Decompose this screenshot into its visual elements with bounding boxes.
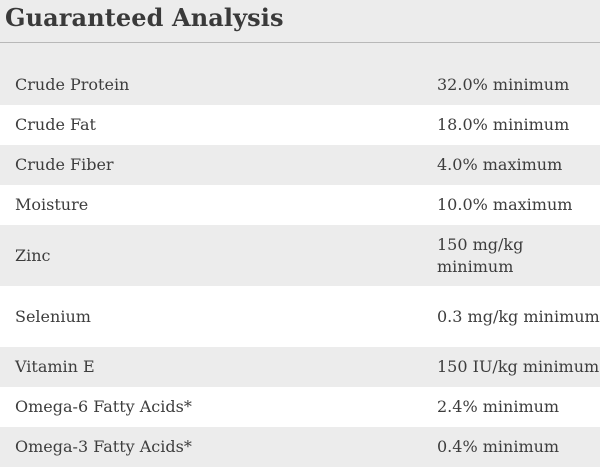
nutrient-value: 0.3 mg/kg minimum bbox=[437, 306, 600, 326]
nutrient-value: 150 IU/kg minimum bbox=[437, 357, 600, 376]
nutrient-name: Zinc bbox=[15, 245, 51, 265]
nutrient-value: 32.0% minimum bbox=[437, 75, 570, 94]
title-divider bbox=[0, 42, 600, 43]
table-row: Crude Fiber 4.0% maximum bbox=[0, 145, 600, 185]
nutrient-value: 150 mg/kg minimum bbox=[437, 234, 524, 276]
nutrient-value: 0.4% minimum bbox=[437, 437, 560, 456]
table-row: Vitamin E 150 IU/kg minimum bbox=[0, 347, 600, 387]
nutrient-value: 10.0% maximum bbox=[437, 195, 573, 214]
nutrient-name: Omega-3 Fatty Acids* bbox=[15, 437, 192, 456]
nutrient-value: 18.0% minimum bbox=[437, 115, 570, 134]
table-row: Crude Fat 18.0% minimum bbox=[0, 105, 600, 145]
nutrient-name: Crude Fat bbox=[15, 115, 96, 134]
analysis-table: Crude Protein 32.0% minimum Crude Fat 18… bbox=[0, 65, 600, 467]
table-row: Crude Protein 32.0% minimum bbox=[0, 65, 600, 105]
nutrient-name: Moisture bbox=[15, 195, 89, 214]
table-row: Zinc 150 mg/kg minimum bbox=[0, 225, 600, 286]
nutrient-value: 4.0% maximum bbox=[437, 155, 563, 174]
nutrient-name: Vitamin E bbox=[15, 357, 95, 376]
nutrient-name: Selenium bbox=[15, 306, 91, 326]
table-row: Omega-3 Fatty Acids* 0.4% minimum bbox=[0, 427, 600, 467]
section-title: Guaranteed Analysis bbox=[5, 3, 284, 32]
table-row: Moisture 10.0% maximum bbox=[0, 185, 600, 225]
table-row: Omega-6 Fatty Acids* 2.4% minimum bbox=[0, 387, 600, 427]
nutrient-name: Crude Protein bbox=[15, 75, 130, 94]
nutrient-name: Crude Fiber bbox=[15, 155, 114, 174]
nutrient-value: 2.4% minimum bbox=[437, 397, 560, 416]
nutrient-name: Omega-6 Fatty Acids* bbox=[15, 397, 192, 416]
table-row: Selenium 0.3 mg/kg minimum bbox=[0, 286, 600, 347]
